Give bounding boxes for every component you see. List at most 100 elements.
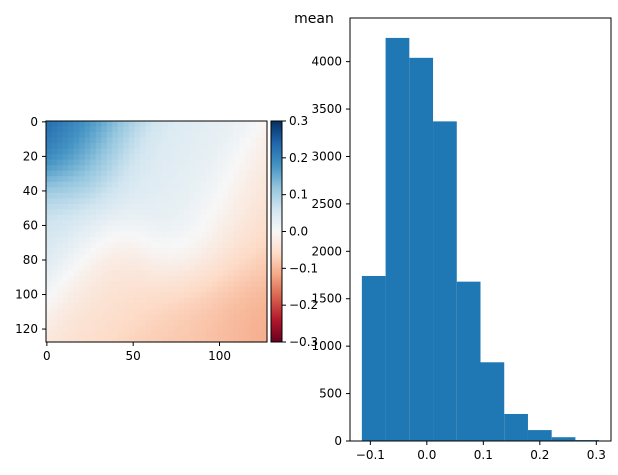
heatmap-cell <box>211 281 218 288</box>
heatmap-cell <box>145 225 152 233</box>
heatmap-cell <box>112 253 119 260</box>
heatmap-cell <box>200 264 207 271</box>
heatmap-cell <box>217 126 224 133</box>
heatmap-cell <box>239 275 246 282</box>
heatmap-cell <box>62 264 69 271</box>
heatmap-cell <box>211 225 218 233</box>
heatmap-cell <box>184 297 191 304</box>
heatmap-cell <box>244 286 252 293</box>
heatmap-cell <box>90 126 97 133</box>
heatmap-cell <box>222 248 229 255</box>
heatmap-cell <box>167 231 174 238</box>
heatmap-cell <box>150 325 158 332</box>
heatmap-cell <box>46 270 53 277</box>
heatmap-cell <box>95 270 102 277</box>
heatmap-cell <box>195 242 202 249</box>
heatmap-cell <box>173 303 180 310</box>
heatmap-cell <box>233 154 240 161</box>
heatmap-cell <box>101 286 108 293</box>
heatmap-cell <box>79 209 86 216</box>
heatmap-cell <box>250 165 257 172</box>
heatmap-cell <box>95 303 102 310</box>
heatmap-cell <box>255 209 263 216</box>
heatmap-cell <box>211 203 218 211</box>
heatmap-cell <box>90 203 97 211</box>
heatmap-cell <box>145 126 152 133</box>
heatmap-cell <box>145 314 152 321</box>
heatmap-cell <box>106 319 113 327</box>
heatmap-cell <box>222 148 229 155</box>
heatmap-cell <box>184 214 191 222</box>
heatmap-cell <box>84 319 91 327</box>
heatmap-cell <box>162 137 169 144</box>
heatmap-cell <box>68 176 75 183</box>
heatmap-cell <box>244 270 252 277</box>
heatmap-cell <box>222 275 229 282</box>
heatmap-cell <box>139 132 147 139</box>
heatmap-cell <box>101 308 108 315</box>
heatmap-cell <box>46 231 53 238</box>
heatmap-cell <box>167 143 174 150</box>
heatmap-cell <box>261 336 268 343</box>
heatmap-cell <box>101 209 108 216</box>
histogram-y-tick-label: 500 <box>319 387 342 401</box>
heatmap-cell <box>139 248 147 255</box>
heatmap-cell <box>184 314 191 321</box>
heatmap-cell <box>222 132 229 139</box>
heatmap-cell <box>79 154 86 161</box>
heatmap-cell <box>261 148 268 155</box>
heatmap-cell <box>90 297 97 304</box>
heatmap-cell <box>101 292 108 299</box>
heatmap-cell <box>134 203 141 211</box>
heatmap-cell <box>123 121 130 128</box>
heatmap-cell <box>68 198 75 205</box>
heatmap-cell <box>228 336 235 343</box>
heatmap-cell <box>184 231 191 238</box>
heatmap-cell <box>255 292 263 299</box>
heatmap-cell <box>239 225 246 233</box>
heatmap-cell <box>95 176 102 183</box>
heatmap-cell <box>117 242 124 249</box>
heatmap-cell <box>162 154 169 161</box>
heatmap-cell <box>211 165 218 172</box>
heatmap-cell <box>68 253 75 260</box>
heatmap-cell <box>244 231 252 238</box>
heatmap-cell <box>123 176 130 183</box>
heatmap-cell <box>206 159 213 166</box>
heatmap-cell <box>239 330 246 338</box>
heatmap-cell <box>250 176 257 183</box>
heatmap-cell <box>57 170 64 177</box>
heatmap-cell <box>255 220 263 227</box>
heatmap-cell <box>189 159 196 166</box>
heatmap-cell <box>211 126 218 133</box>
heatmap-cell <box>57 220 64 227</box>
heatmap-cell <box>206 187 213 194</box>
heatmap-cell <box>150 176 158 183</box>
heatmap-cell <box>184 220 191 227</box>
heatmap-cell <box>189 253 196 260</box>
heatmap-cell <box>178 143 185 150</box>
heatmap-cell <box>106 264 113 271</box>
heatmap-cell <box>46 308 53 315</box>
heatmap-cell <box>117 237 124 244</box>
heatmap-cell <box>117 220 124 227</box>
heatmap-cell <box>84 181 91 188</box>
heatmap-cell <box>68 319 75 327</box>
heatmap-cell <box>206 170 213 177</box>
heatmap-cell <box>222 214 229 222</box>
heatmap-cell <box>57 154 64 161</box>
heatmap-cell <box>200 159 207 166</box>
heatmap-cell <box>101 330 108 338</box>
heatmap-cell <box>178 336 185 343</box>
histogram-y-tick-label: 1500 <box>311 292 342 306</box>
heatmap-cell <box>57 248 64 255</box>
heatmap-cell <box>95 314 102 321</box>
heatmap-cell <box>244 165 252 172</box>
heatmap-cell <box>255 214 263 222</box>
heatmap-cell <box>250 308 257 315</box>
heatmap-cell <box>167 330 174 338</box>
heatmap-cell <box>79 148 86 155</box>
heatmap-cell <box>134 176 141 183</box>
heatmap-cell <box>244 264 252 271</box>
heatmap-cell <box>195 198 202 205</box>
